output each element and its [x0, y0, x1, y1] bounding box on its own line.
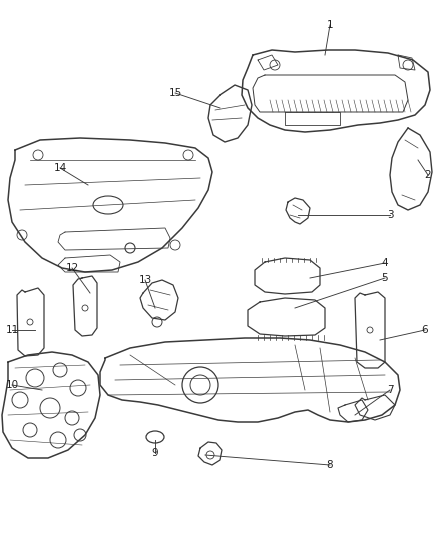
Text: 14: 14 [53, 163, 67, 173]
Text: 2: 2 [425, 170, 431, 180]
Text: 11: 11 [5, 325, 19, 335]
Text: 10: 10 [5, 380, 18, 390]
Text: 15: 15 [168, 88, 182, 98]
Text: 9: 9 [152, 448, 158, 458]
Text: 13: 13 [138, 275, 152, 285]
Text: 6: 6 [422, 325, 428, 335]
Text: 12: 12 [65, 263, 79, 273]
Text: 5: 5 [381, 273, 389, 283]
Text: 8: 8 [327, 460, 333, 470]
Text: 3: 3 [387, 210, 393, 220]
Text: 4: 4 [381, 258, 389, 268]
Text: 1: 1 [327, 20, 333, 30]
Text: 7: 7 [387, 385, 393, 395]
